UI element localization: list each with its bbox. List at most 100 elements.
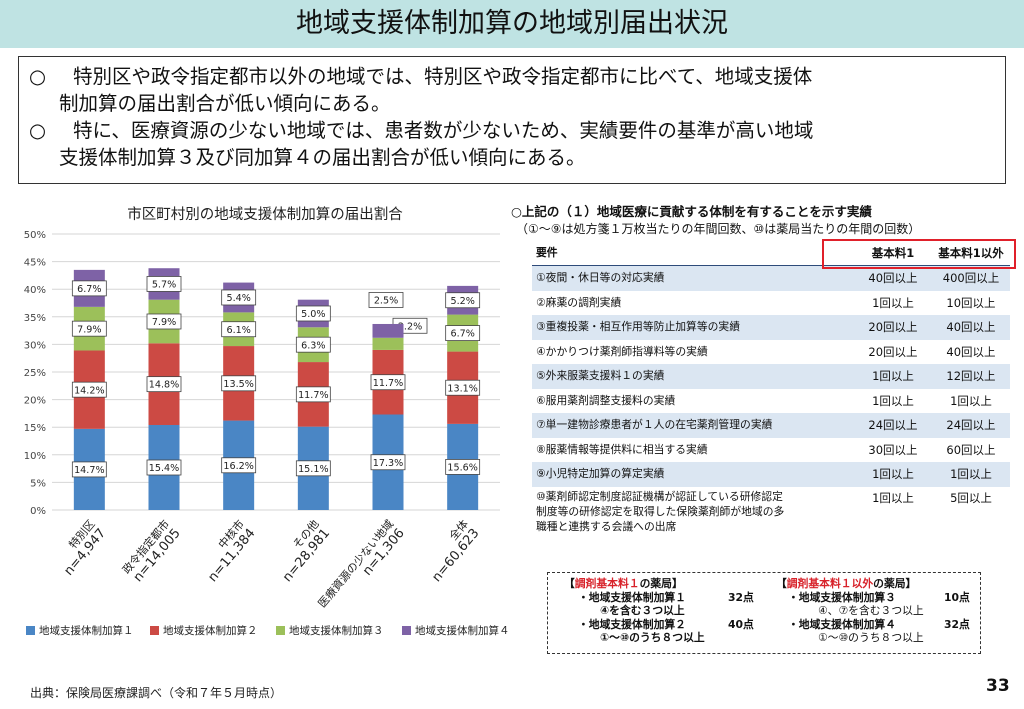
header-col1: 基本料1 [871,246,915,260]
legend-swatch [26,626,35,635]
circle-marker: ○ [29,65,47,88]
data-label: 7.9% [152,317,176,328]
y-tick-label: 50% [24,230,46,241]
highlight-box [822,239,1016,269]
y-tick-label: 40% [24,285,46,296]
data-label: 16.2% [223,461,253,472]
right-item1-sub: ④、⑦を含む３つ以上 [818,604,924,617]
requirements-subheading: （①～⑨は処方箋１万枚当たりの年間回数、⑩は薬局当たりの年間の回数） [516,222,921,236]
data-label: 11.7% [298,390,328,401]
legend-swatch [276,626,285,635]
data-label-box [445,325,481,341]
data-label: 13.1% [447,383,477,394]
legend-label: 地域支援体制加算３ [289,624,384,637]
y-tick-label: 45% [24,258,46,269]
table-row: ⑨小児特定加算の算定実績 1回以上 1回以上 [532,462,1010,487]
summary-item-2-line1: ○ 特に、医療資源の少ない地域では、患者数が少ないため、実績要件の基準が高い地域 [29,119,814,142]
source-note: 出典：保険局医療課調べ（令和７年５月時点） [30,686,283,700]
right-item2-sub: ①～⑩のうち８つ以上 [818,631,924,644]
data-label-box [295,386,331,403]
data-label-box [445,459,481,475]
legend-swatch [150,626,159,635]
data-label: 13.5% [223,379,253,390]
data-label: 5.2% [450,296,474,307]
data-label-box [221,457,257,474]
data-label: 14.8% [149,380,179,391]
data-label: 7.9% [77,324,101,335]
data-label: 5.0% [301,309,325,320]
legend-label: 地域支援体制加算１ [39,624,134,637]
data-label-box [71,320,107,337]
y-tick-label: 35% [24,313,46,324]
right-item2-points: 32点 [944,618,970,631]
data-label: 5.7% [152,280,176,291]
data-label-box [146,276,182,292]
header-label: 要件 [536,246,558,259]
y-tick-label: 5% [30,478,46,489]
data-label-box [146,313,182,330]
table-row: ①夜間・休日等の対応実績 40回以上 400回以上 [532,266,1010,291]
summary-item-2-line2: 支援体制加算３及び同加算４の届出割合が低い傾向にある。 [59,146,586,169]
left-item2-sub: ①～⑩のうち８つ以上 [600,631,705,644]
data-label-box [368,292,404,308]
data-label-box [221,321,257,338]
data-label: 6.1% [226,325,250,336]
summary-item-1-line2: 制加算の届出割合が低い傾向にある。 [59,92,391,115]
data-label-box [71,280,107,297]
data-label-box [146,376,182,393]
data-label-box [221,375,257,392]
table-row: ⑤外来服薬支援料１の実績 1回以上 12回以上 [532,364,1010,389]
bar-segment [372,337,404,350]
data-label-box [71,381,107,398]
y-tick-label: 20% [24,396,46,407]
data-label: 15.6% [447,463,477,474]
chart-title: 市区町村別の地域支援体制加算の届出割合 [127,207,403,223]
left-item2-points: 40点 [728,618,754,631]
header-col2: 基本料1以外 [938,246,1004,260]
data-label: 6.7% [77,284,101,295]
data-label: 6.3% [301,340,325,351]
table-row: ⑧服薬情報等提供料に相当する実績 30回以上 60回以上 [536,442,996,457]
left-item1-points: 32点 [728,591,754,604]
table-row: ⑦単一建物診療患者が１人の在宅薬剤管理の実績 24回以上 24回以上 [532,413,1010,438]
page-number: 33 [986,676,1010,696]
legend-swatch [402,626,411,635]
right-header: 【調剤基本料１以外の薬局】 [776,577,917,590]
data-label-box [370,374,406,391]
left-header: 【調剤基本料１の薬局】 [564,577,683,590]
y-tick-label: 25% [24,368,46,379]
data-label-box [445,379,481,396]
data-label: 15.1% [298,464,328,475]
data-label: 14.7% [74,465,104,476]
data-label: 5.4% [226,293,250,304]
table-row: ③重複投薬・相互作用等防止加算等の実績 20回以上 40回以上 [532,315,1010,340]
category-label-group: 全体n=60,623 [429,517,482,585]
points-box: 【調剤基本料１の薬局】 ・地域支援体制加算１ 32点 ④を含む３つ以上 ・地域支… [547,572,981,654]
data-label: 15.4% [149,463,179,474]
y-tick-label: 10% [24,451,46,462]
left-item2: ・地域支援体制加算２ [578,618,686,631]
data-label: 6.7% [450,329,474,340]
stacked-bar-chart: 0% 5% 10% 15% 20% 25% 30% 35% 40% 45% 50% 14.7% 14.2… [24,230,510,637]
legend-label: 地域支援体制加算４ [415,624,510,637]
table-row: ⑩薬剤師認定制度認証機構が認証している研修認定 制度等の研修認定を取得した保険薬… [536,489,992,533]
title-bar [0,0,1024,48]
data-label: 14.2% [74,385,104,396]
data-label: 2.2% [398,321,422,332]
data-label-box [445,292,481,309]
requirements-table: 要件 基本料1 基本料1以外 ①夜間・休日等の対応実績 40回以上 400回以上… [532,240,1010,533]
left-item1-sub: ④を含む３つ以上 [600,604,685,617]
right-item2: ・地域支援体制加算４ [788,618,896,631]
summary-item-1-line1: ○ 特別区や政令指定都市以外の地域では、特別区や政令指定都市に比べて、地域支援体 [29,65,813,88]
data-label-box [295,305,331,322]
table-header-row: 要件 基本料1 基本料1以外 [532,240,1010,266]
legend-label: 地域支援体制加算２ [163,624,258,637]
y-tick-label: 15% [24,423,46,434]
left-item1: ・地域支援体制加算１ [578,591,686,604]
data-label-box [71,461,107,478]
data-label: 11.7% [373,378,403,389]
y-tick-label: 30% [24,340,46,351]
